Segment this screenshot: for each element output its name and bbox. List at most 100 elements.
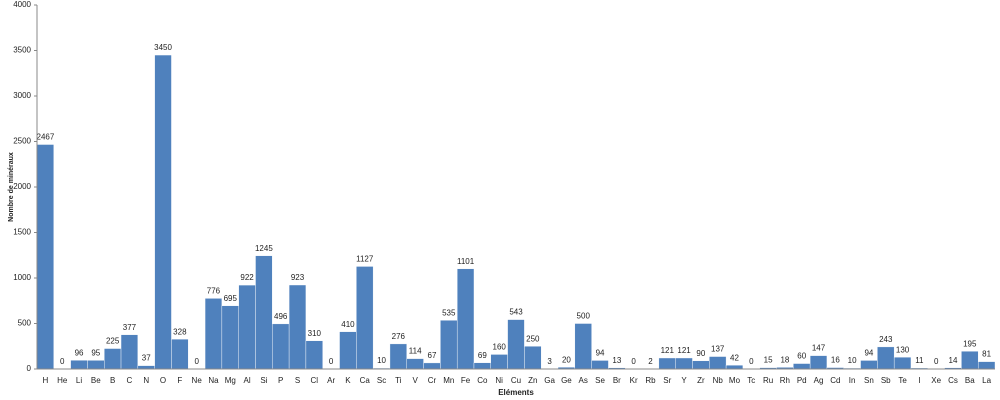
data-label: 81 (982, 350, 991, 359)
x-tick-label: K (345, 376, 351, 385)
data-label: 276 (392, 332, 406, 341)
data-label: 500 (577, 312, 591, 321)
x-tick-label: Fe (461, 376, 471, 385)
x-tick-label: Ga (544, 376, 555, 385)
x-tick-label: V (412, 376, 418, 385)
y-tick-label: 2500 (13, 137, 31, 146)
bar (238, 284, 256, 370)
bar (221, 305, 239, 370)
x-tick-label: Cl (311, 376, 319, 385)
x-tick-label: Zn (528, 376, 537, 385)
data-label: 1245 (255, 244, 273, 253)
data-label: 0 (329, 357, 334, 366)
bar (305, 340, 323, 370)
x-tick-label: P (278, 376, 283, 385)
data-label: 496 (274, 312, 288, 321)
y-tick-label: 3500 (13, 46, 31, 55)
data-label: 0 (194, 357, 199, 366)
x-tick-label: Cs (948, 376, 958, 385)
x-tick-label: Pd (797, 376, 807, 385)
data-label: 11 (915, 356, 924, 365)
data-label: 18 (780, 355, 789, 364)
data-label: 250 (526, 334, 540, 343)
data-label: 121 (677, 346, 691, 355)
data-label: 37 (142, 354, 151, 363)
bar (87, 360, 105, 370)
data-label: 94 (864, 349, 873, 358)
x-tick-label: Rb (645, 376, 656, 385)
bar (104, 348, 122, 370)
x-tick-label: Sc (377, 376, 386, 385)
bar (120, 334, 139, 370)
x-tick-label: F (177, 376, 182, 385)
bar (961, 351, 979, 370)
x-tick-label: Si (260, 376, 267, 385)
bar (709, 356, 727, 370)
x-tick-label: Xe (931, 376, 941, 385)
bar (725, 364, 744, 370)
bar (877, 346, 895, 370)
x-tick-label: Kr (630, 376, 638, 385)
x-tick-label: Ni (495, 376, 503, 385)
bar (255, 255, 273, 370)
bar (473, 362, 491, 370)
x-tick-label: H (43, 376, 49, 385)
data-label: 137 (711, 345, 725, 354)
bar (154, 54, 172, 370)
data-label: 114 (409, 347, 422, 356)
bar (339, 331, 357, 370)
x-tick-label: Mo (729, 376, 741, 385)
x-tick-label: Ge (561, 376, 572, 385)
data-label: 695 (224, 294, 238, 303)
bar (675, 357, 693, 370)
x-tick-label: Ar (327, 376, 335, 385)
y-axis-title: Nombre de minéraux (8, 152, 15, 222)
x-axis-title: Eléments (498, 388, 534, 397)
y-tick-label: 500 (18, 319, 32, 328)
bar (658, 357, 676, 370)
data-label: 96 (75, 348, 84, 357)
data-label: 90 (696, 349, 705, 358)
x-tick-label: C (127, 376, 133, 385)
bar (893, 356, 912, 370)
x-tick-label: Te (898, 376, 907, 385)
bar (272, 323, 290, 370)
y-tick-label: 1000 (13, 273, 31, 282)
data-label: 69 (478, 351, 487, 360)
data-label: 10 (377, 356, 386, 365)
y-tick-label: 1500 (13, 228, 31, 237)
x-tick-label: Cr (428, 376, 437, 385)
bar (507, 319, 525, 370)
bar (288, 284, 307, 370)
data-label: 377 (123, 323, 137, 332)
x-tick-label: Nb (713, 376, 724, 385)
bar (977, 361, 996, 370)
x-tick-label: Co (477, 376, 488, 385)
x-tick-label: Y (681, 376, 687, 385)
x-tick-label: Be (91, 376, 101, 385)
data-label: 147 (812, 344, 826, 353)
x-tick-label: Sr (663, 376, 671, 385)
data-label: 535 (442, 308, 456, 317)
data-label: 0 (934, 357, 939, 366)
bar (204, 298, 223, 370)
data-label: 1101 (457, 257, 475, 266)
x-tick-label: Na (208, 376, 219, 385)
data-label: 0 (60, 357, 65, 366)
x-tick-label: Mn (443, 376, 454, 385)
x-tick-label: Sn (864, 376, 874, 385)
x-tick-label: I (918, 376, 920, 385)
y-tick-label: 4000 (13, 0, 31, 9)
bar (456, 268, 475, 370)
data-label: 310 (308, 329, 322, 338)
x-tick-label: Li (76, 376, 82, 385)
bar (406, 358, 424, 370)
bar (793, 363, 811, 370)
data-label: 121 (661, 346, 675, 355)
bar (423, 362, 441, 370)
x-tick-label: Sb (881, 376, 891, 385)
x-tick-label: Cu (511, 376, 521, 385)
x-tick-label: Cd (830, 376, 840, 385)
data-label: 0 (749, 357, 754, 366)
